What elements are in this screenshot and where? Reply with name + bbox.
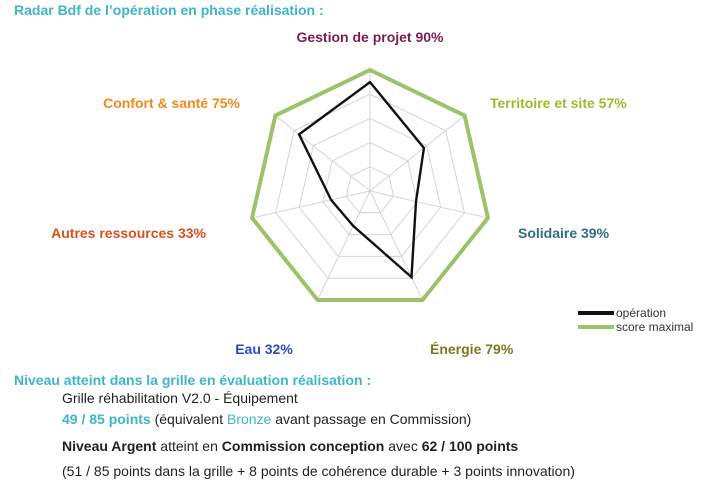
grid-label: Grille réhabilitation V2.0 - Équipement (62, 390, 298, 406)
grid-ring-20 (345, 166, 395, 214)
series-score-maximal (249, 67, 491, 303)
grid-ring-40 (322, 142, 418, 236)
equiv-level: Bronze (226, 411, 272, 427)
axis-label-3: Énergie 79% (430, 341, 514, 357)
spoke-1 (369, 115, 465, 192)
axis-label-6: Confort & santé 75% (103, 95, 240, 111)
series-operation (297, 80, 426, 280)
legend-item-operation: opération (578, 306, 693, 320)
chart-title: Radar Bdf de l’opération en phase réalis… (14, 2, 324, 18)
spoke-3 (369, 190, 423, 301)
axis-label-2: Solidaire 39% (518, 225, 610, 241)
legend-label-operation: opération (616, 306, 667, 320)
points-value: 49 / 85 points (62, 411, 151, 427)
spoke-2 (369, 190, 489, 219)
radar-spokes (251, 70, 489, 301)
legend: opération score maximal (578, 306, 693, 334)
legend-label-score-maximal: score maximal (616, 320, 694, 334)
niveau-middle: atteint en (156, 438, 222, 454)
spoke-5 (251, 190, 371, 219)
spoke-6 (275, 115, 371, 192)
radar-axis-labels: Gestion de projet 90% Territoire et site … (51, 29, 627, 357)
legend-swatch-score-maximal (578, 325, 614, 329)
points-line: 49 / 85 points (équivalent Bronze avant … (62, 411, 471, 427)
grid-ring-80 (275, 93, 465, 279)
legend-item-score-maximal: score maximal (578, 320, 693, 334)
equiv-suffix: avant passage en Commission) (271, 411, 472, 427)
legend-swatch-operation (578, 311, 614, 315)
radar-chart: Gestion de projet 90% Territoire et site … (51, 29, 627, 357)
spoke-4 (317, 190, 371, 301)
niveau-prefix: Niveau Argent (62, 438, 157, 454)
breakdown-line: (51 / 85 points dans la grille + 8 point… (62, 463, 575, 479)
radar-series (249, 67, 491, 303)
axis-label-0: Gestion de projet 90% (296, 29, 444, 45)
equiv-prefix: (équivalent (154, 411, 227, 427)
niveau-points: 62 / 100 points (421, 438, 519, 454)
niveau-avec: avec (384, 438, 422, 454)
axis-label-4: Eau 32% (235, 341, 293, 357)
axis-label-1: Territoire et site 57% (490, 95, 627, 111)
niveau-commission: Commission conception (221, 438, 385, 454)
section-title-niveau: Niveau atteint dans la grille en évaluat… (14, 372, 372, 388)
axis-label-5: Autres ressources 33% (51, 225, 206, 241)
niveau-line: Niveau Argent atteint en Commission conc… (62, 438, 518, 454)
